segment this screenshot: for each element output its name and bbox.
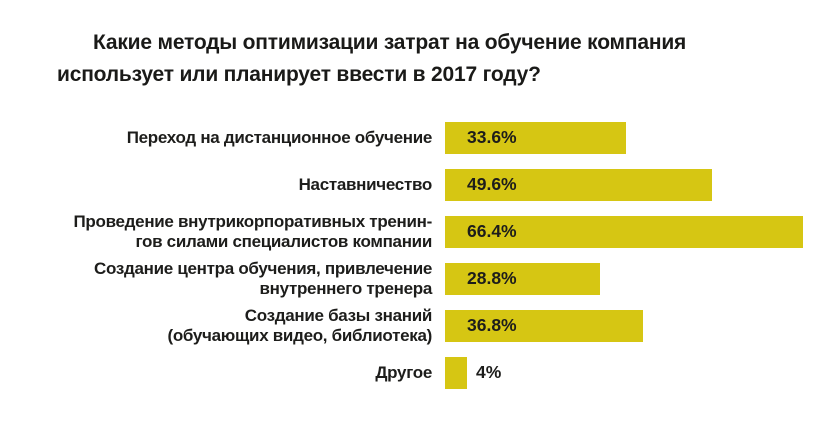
chart-title-line1: Какие методы оптимизации затрат на обуче… xyxy=(93,31,687,54)
value-label: 28.8% xyxy=(467,268,517,288)
category-label: Проведение внутрикорпоративных тренин-го… xyxy=(73,211,433,251)
category-label: Создание центра обучения, привлечение вну… xyxy=(94,258,432,298)
bar-area: 28.8% xyxy=(445,262,840,295)
bar-area: 33.6% xyxy=(445,121,840,154)
bar-area: 36.8% xyxy=(445,309,840,342)
bar: 36.8% xyxy=(445,309,643,342)
bar-area: 4% xyxy=(445,356,840,389)
chart-title: Какие методы оптимизации затрат на обуче… xyxy=(57,27,797,91)
value-label: 66.4% xyxy=(467,221,517,241)
value-label: 33.6% xyxy=(467,127,517,147)
value-label: 49.6% xyxy=(467,174,517,194)
bar: 66.4% xyxy=(445,215,803,248)
chart-title-line2: использует или планирует ввести в 2017 г… xyxy=(57,63,541,86)
chart-row: Создание базы знаний (обучающих видео, би… xyxy=(0,302,840,349)
chart-row: Проведение внутрикорпоративных тренин-го… xyxy=(0,208,840,255)
category-label: Создание базы знаний (обучающих видео, би… xyxy=(167,305,432,345)
bar: 28.8% xyxy=(445,262,600,295)
chart-row: Другое 4% xyxy=(0,349,840,396)
value-label: 36.8% xyxy=(467,315,517,335)
category-label: Переход на дистанционное обучение xyxy=(126,127,433,147)
category-label: Наставничество xyxy=(298,174,433,194)
bar: 49.6% xyxy=(445,168,712,201)
bar-area: 49.6% xyxy=(445,168,840,201)
bar xyxy=(445,356,467,389)
chart-rows: Переход на дистанционное обучение 33.6% На… xyxy=(0,114,840,396)
value-label: 4% xyxy=(476,362,502,382)
chart-row: Переход на дистанционное обучение 33.6% xyxy=(0,114,840,161)
bar: 33.6% xyxy=(445,121,626,154)
bar-area: 66.4% xyxy=(445,215,840,248)
category-label: Другое xyxy=(375,362,432,382)
chart-row: Создание центра обучения, привлечение вну… xyxy=(0,255,840,302)
chart-row: Наставничество 49.6% xyxy=(0,161,840,208)
